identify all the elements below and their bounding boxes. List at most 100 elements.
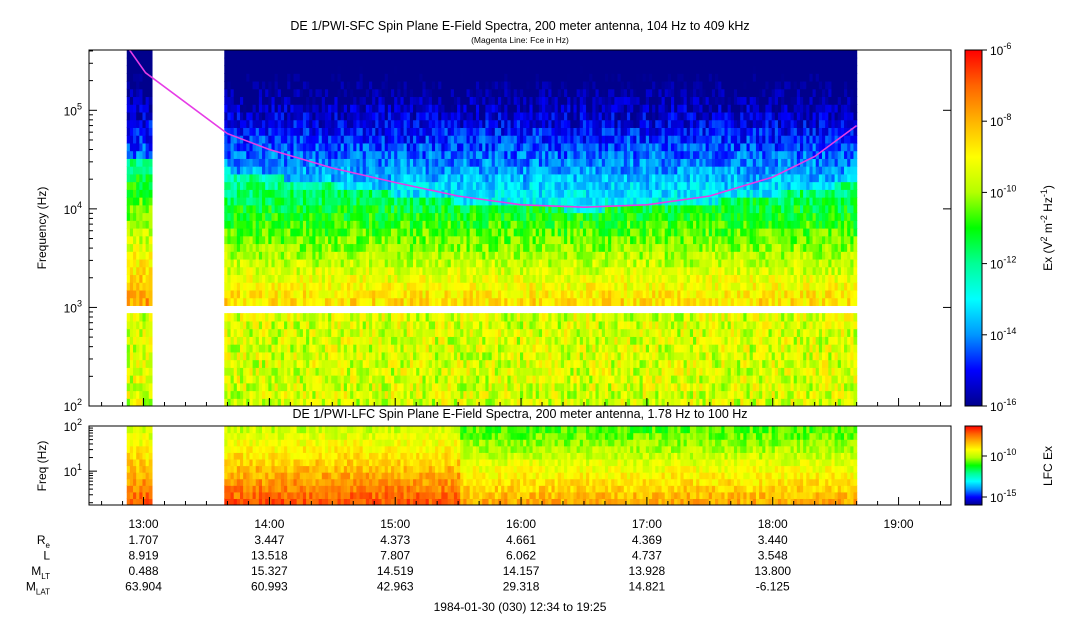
sfc-cell-2771 [391, 189, 395, 198]
sfc-cell-4221 [491, 111, 496, 121]
sfc-cell-3588 [447, 135, 452, 144]
sfc-cell-1489 [302, 367, 307, 376]
sfc-cell-774 [252, 328, 257, 337]
sfc-cell-3657 [453, 297, 458, 306]
sfc-cell-4763 [529, 96, 534, 105]
sfc-cell-3041 [409, 189, 414, 198]
sfc-cell-4018 [479, 289, 483, 299]
sfc-cell-4912 [542, 344, 546, 353]
sfc-cell-884 [258, 166, 263, 175]
sfc-cell-2651 [381, 73, 386, 82]
sfc-cell-4202 [491, 258, 496, 268]
sfc-cell-693 [246, 251, 251, 260]
sfc-cell-3233 [422, 96, 427, 105]
sfc-cell-95 [133, 359, 137, 368]
sfc-cell-2183 [350, 212, 354, 221]
sfc-cell-2622 [381, 297, 386, 306]
sfc-cell-2281 [356, 150, 361, 159]
sfc-cell-2506 [372, 150, 376, 159]
sfc-cell-3037 [409, 220, 414, 229]
sfc-cell-2026 [340, 390, 345, 399]
sfc-cell-1622 [312, 382, 317, 392]
sfc-cell-2280 [356, 158, 361, 167]
sfc-cell-4186 [491, 390, 496, 399]
sfc-cell-265 [142, 80, 147, 90]
sfc-cell-4368 [504, 375, 509, 384]
sfc-cell-3968 [475, 336, 480, 345]
sfc-cell-3975 [475, 274, 480, 283]
sfc-cell-428 [227, 212, 232, 221]
sfc-cell-1676 [315, 313, 320, 322]
sfc-cell-1577 [309, 382, 313, 392]
sfc-cell-2833 [394, 57, 398, 67]
sfc-cell-1473 [299, 135, 304, 144]
sfc-cell-3074 [413, 282, 417, 291]
sfc-cell-3441 [438, 228, 442, 237]
sfc-cell-2329 [359, 127, 364, 136]
sfc-cell-3768 [460, 135, 464, 144]
sfc-cell-795 [252, 158, 257, 167]
sfc-cell-2518 [372, 57, 376, 67]
sfc-cell-582 [236, 65, 241, 74]
sfc-cell-2178 [350, 251, 354, 260]
sfc-cell-2477 [372, 382, 376, 392]
sfc-cell-4677 [523, 65, 527, 74]
sfc-cell-2307 [359, 297, 364, 306]
sfc-cell-1039 [271, 367, 276, 376]
sfc-cell-525 [233, 158, 238, 167]
sfc-cell-3368 [431, 96, 436, 105]
sfc-cell-1469 [299, 166, 304, 175]
sfc-cell-4717 [526, 104, 531, 113]
sfc-cell-4903 [538, 57, 543, 67]
sfc-cell-992 [268, 382, 273, 392]
sfc-cell-4981 [545, 150, 549, 159]
sfc-cell-2000 [337, 235, 342, 245]
sfc-cell-310 [145, 80, 150, 90]
sfc-cell-3492 [441, 181, 446, 190]
sfc-cell-1982 [337, 382, 342, 392]
sfc-cell-4199 [491, 282, 496, 291]
sfc-cell-2402 [365, 258, 370, 268]
sfc-cell-2805 [394, 274, 398, 283]
sfc-cell-268 [142, 57, 147, 67]
sfc-cell-4230 [494, 398, 499, 406]
sfc-cell-3406 [435, 150, 439, 159]
sfc-cell-3756 [460, 228, 464, 237]
sfc-cell-532 [233, 104, 238, 113]
sfc-cell-2141 [346, 189, 351, 198]
sfc-cell-3580 [447, 197, 452, 206]
sfc-cell-1367 [293, 258, 298, 268]
sfc-cell-666 [243, 111, 247, 121]
sfc-cell-4942 [542, 104, 546, 113]
sfc-cell-1439 [296, 50, 301, 59]
sfc-cell-822 [255, 297, 260, 306]
sfc-cell-1145 [277, 235, 282, 245]
sfc-cell-3676 [453, 150, 458, 159]
sfc-cell-4145 [488, 359, 493, 368]
sfc-cell-1948 [334, 289, 339, 299]
sfc-cell-882 [258, 181, 263, 190]
sfc-cell-3760 [460, 197, 464, 206]
sfc-cell-132 [133, 65, 137, 74]
sfc-cell-2304 [359, 328, 364, 337]
sfc-cell-3212 [422, 258, 427, 268]
sfc-cell-3520 [444, 320, 449, 330]
sfc-cell-2984 [406, 282, 411, 291]
sfc-cell-1518 [302, 135, 307, 144]
sfc-cell-1788 [321, 135, 326, 144]
sfc-cell-4832 [535, 258, 540, 268]
sfc-cell-4553 [516, 336, 521, 345]
sfc-cell-2131 [346, 266, 351, 276]
sfc-cell-2154 [346, 88, 351, 98]
sfc-cell-4574 [516, 166, 521, 175]
sfc-cell-463 [230, 289, 235, 299]
sfc-cell-3719 [457, 166, 461, 175]
sfc-cell-315 [148, 398, 153, 406]
sfc-cell-2778 [391, 135, 395, 144]
sfc-cell-4097 [485, 382, 490, 392]
sfc-cell-1129 [277, 367, 282, 376]
sfc-cell-1288 [287, 173, 291, 183]
sfc-cell-42 [126, 65, 131, 74]
sfc-cell-2758 [391, 289, 395, 299]
sfc-cell-2251 [356, 390, 361, 399]
